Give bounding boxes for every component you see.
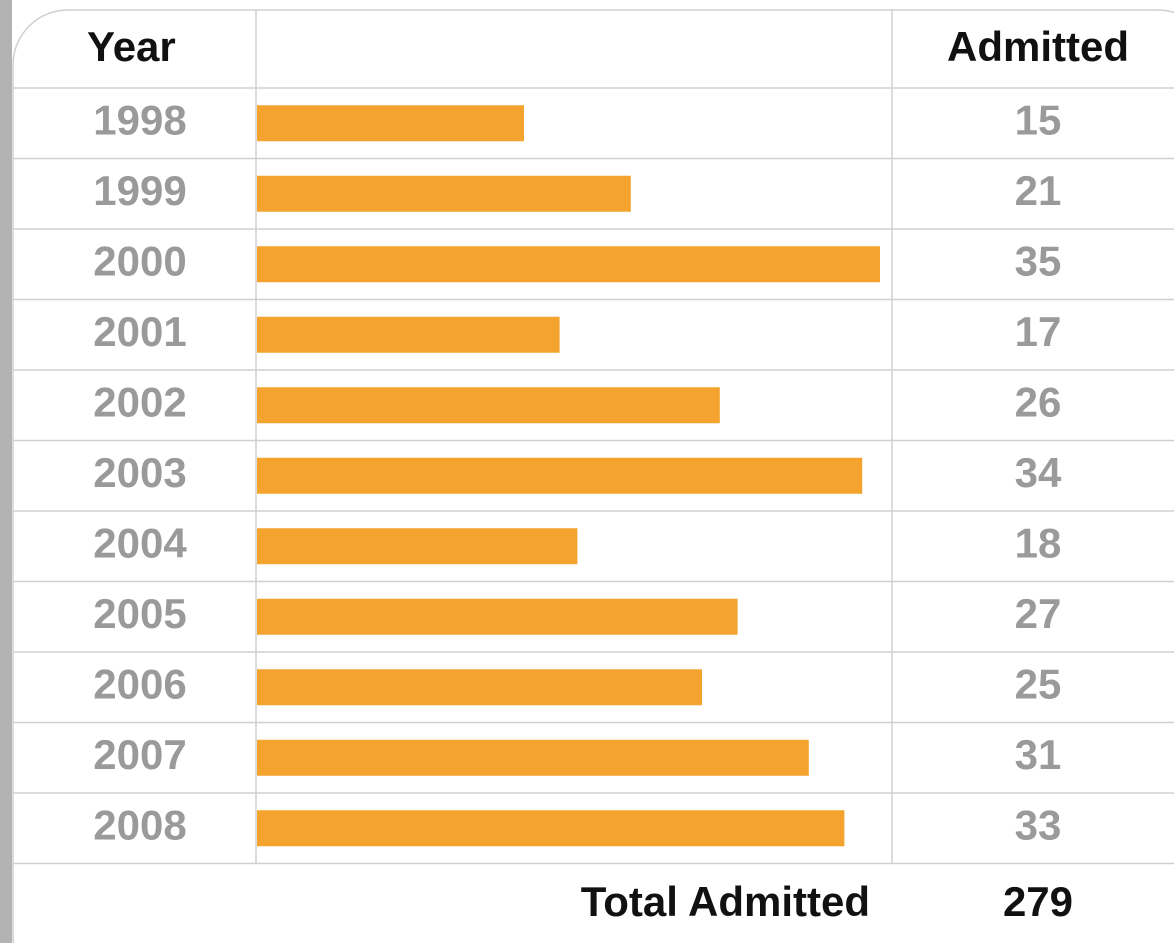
value-label: 17	[1015, 308, 1062, 355]
year-label: 1998	[93, 96, 186, 143]
bar	[257, 175, 631, 212]
year-label: 2008	[93, 801, 186, 848]
value-label: 18	[1015, 519, 1062, 566]
bar	[257, 316, 560, 353]
value-label: 35	[1015, 237, 1062, 284]
year-label: 2000	[93, 237, 186, 284]
bar	[257, 105, 524, 142]
year-label: 2006	[93, 660, 186, 707]
bar	[257, 739, 809, 776]
value-label: 27	[1015, 590, 1062, 637]
year-label: 2007	[93, 731, 186, 778]
bar	[257, 457, 863, 494]
bar	[257, 598, 738, 635]
bar	[257, 387, 720, 424]
value-label: 21	[1015, 167, 1062, 214]
year-label: 2004	[93, 519, 187, 566]
year-header: Year	[87, 23, 176, 70]
total-value: 279	[1003, 878, 1073, 925]
year-label: 2005	[93, 590, 186, 637]
bar	[257, 669, 702, 706]
value-label: 15	[1015, 96, 1062, 143]
total-label: Total Admitted	[581, 878, 870, 925]
side-strip	[0, 0, 12, 943]
bar	[257, 246, 880, 283]
year-label: 2001	[93, 308, 186, 355]
value-label: 33	[1015, 801, 1062, 848]
year-label: 2002	[93, 378, 186, 425]
value-label: 31	[1015, 731, 1062, 778]
value-label: 26	[1015, 378, 1062, 425]
year-label: 1999	[93, 167, 186, 214]
bar	[257, 528, 578, 565]
value-label: 34	[1015, 449, 1062, 496]
year-label: 2003	[93, 449, 186, 496]
bar	[257, 810, 845, 847]
admitted-header: Admitted	[947, 23, 1129, 70]
value-label: 25	[1015, 660, 1062, 707]
